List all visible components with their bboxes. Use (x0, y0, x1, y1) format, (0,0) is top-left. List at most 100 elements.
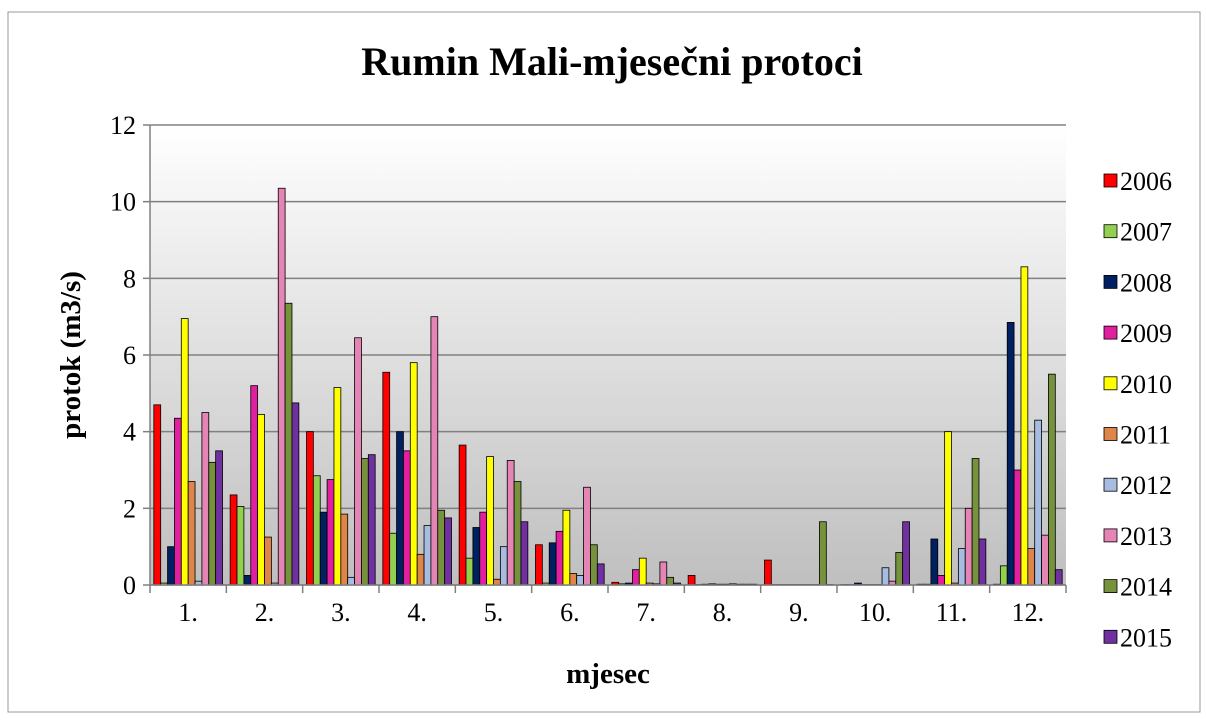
legend-label: 2006 (1120, 167, 1172, 196)
bar (348, 577, 355, 585)
bar (306, 432, 313, 585)
y-tick-label: 8 (123, 264, 136, 293)
bar (480, 512, 487, 585)
legend-swatch (1104, 174, 1117, 187)
bar (549, 543, 556, 585)
bar (431, 317, 438, 585)
bar (230, 495, 237, 585)
bar (577, 575, 584, 585)
bar (368, 455, 375, 585)
bar (1014, 470, 1021, 585)
bar (938, 575, 945, 585)
bar (1021, 267, 1028, 585)
bar (632, 570, 639, 585)
bar (667, 577, 674, 585)
bar (958, 549, 965, 585)
bar (972, 459, 979, 586)
legend-swatch (1104, 225, 1117, 238)
bar (292, 403, 299, 585)
bar (168, 547, 175, 585)
bar (1000, 566, 1007, 585)
chart-title: Rumin Mali-mjesečni protoci (361, 39, 862, 84)
y-tick-label: 6 (123, 341, 136, 370)
x-tick-label: 3. (331, 598, 351, 627)
bar (174, 418, 181, 585)
legend-swatch (1104, 529, 1117, 542)
legend-label: 2013 (1120, 522, 1172, 551)
bar (438, 510, 445, 585)
y-tick-label: 10 (110, 188, 136, 217)
bar (258, 414, 265, 585)
legend-label: 2007 (1120, 218, 1172, 247)
x-tick-label: 10. (859, 598, 892, 627)
bar (251, 386, 258, 585)
legend-swatch (1104, 478, 1117, 491)
bar (1035, 420, 1042, 585)
bar (188, 482, 195, 586)
bar (487, 457, 494, 585)
legend-swatch (1104, 428, 1117, 441)
bar (1055, 570, 1062, 585)
bar (965, 508, 972, 585)
bar (563, 510, 570, 585)
x-tick-label: 2. (255, 598, 275, 627)
bar (181, 319, 188, 585)
bar (1028, 549, 1035, 585)
legend-swatch (1104, 377, 1117, 390)
bar (521, 522, 528, 585)
bar (313, 476, 320, 585)
y-tick-label: 0 (123, 571, 136, 600)
x-tick-label: 9. (789, 598, 809, 627)
bar (556, 531, 563, 585)
bar (237, 506, 244, 585)
y-tick-label: 12 (110, 111, 136, 140)
bar (202, 413, 209, 586)
legend-label: 2012 (1120, 471, 1172, 500)
x-axis-label: mjesec (566, 658, 650, 690)
legend-swatch (1104, 580, 1117, 593)
bar (397, 432, 404, 585)
bar (410, 363, 417, 585)
legend-label: 2011 (1120, 421, 1171, 450)
bar (424, 526, 431, 585)
x-tick-label: 7. (636, 598, 656, 627)
x-tick-label: 4. (407, 598, 427, 627)
legend-label: 2015 (1120, 623, 1172, 652)
bar (1042, 535, 1049, 585)
bar (383, 372, 390, 585)
bar (514, 482, 521, 586)
bar (535, 545, 542, 585)
legend-swatch (1104, 630, 1117, 643)
bar (639, 558, 646, 585)
bar (764, 560, 771, 585)
bar (597, 564, 604, 585)
bar (341, 514, 348, 585)
bar (931, 539, 938, 585)
bar (590, 545, 597, 585)
bar (570, 574, 577, 586)
bar (584, 487, 591, 585)
bar (403, 451, 410, 585)
bar (1048, 374, 1055, 585)
bar (285, 303, 292, 585)
bar (819, 522, 826, 585)
legend-swatch (1104, 275, 1117, 288)
x-tick-label: 12. (1012, 598, 1045, 627)
bar (903, 522, 910, 585)
bar (244, 575, 251, 585)
bar (154, 405, 161, 585)
bar (361, 459, 368, 586)
bar (979, 539, 986, 585)
bar (327, 480, 334, 585)
bar (945, 432, 952, 585)
x-tick-label: 8. (713, 598, 733, 627)
bar (355, 338, 362, 585)
x-tick-label: 6. (560, 598, 580, 627)
legend-label: 2014 (1120, 573, 1172, 602)
y-tick-label: 2 (123, 494, 136, 523)
bar (216, 451, 223, 585)
bar (334, 388, 341, 585)
bar (265, 537, 272, 585)
bar (688, 575, 695, 585)
